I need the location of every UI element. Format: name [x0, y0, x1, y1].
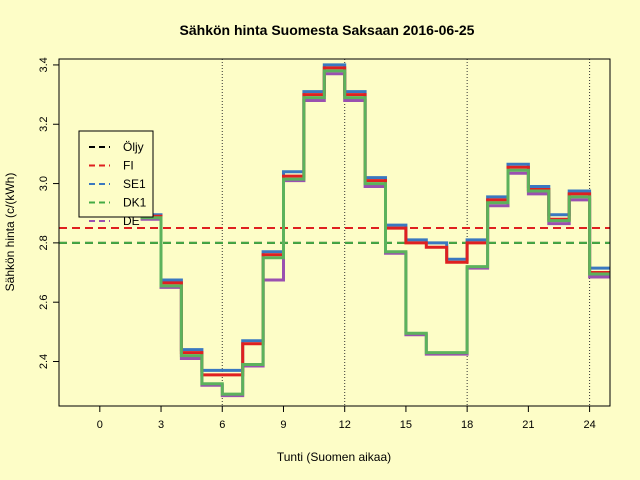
x-tick-label-6: 6 — [219, 419, 225, 431]
reference-lines — [59, 227, 610, 244]
x-tick-label-15: 15 — [400, 419, 412, 431]
legend-label-se1: SE1 — [123, 177, 146, 191]
plot-frame — [58, 58, 611, 407]
y-tick-label-0: 2.4 — [38, 354, 50, 369]
x-tick-label-0: 0 — [97, 419, 103, 431]
legend-label-fi: FI — [123, 159, 134, 173]
y-tick-label-5: 3.4 — [38, 57, 50, 72]
series-fi — [140, 66, 610, 377]
hour-gridlines — [221, 59, 591, 406]
legend: Öljy FI SE1 DK1 DE — [78, 130, 154, 228]
x-tick-label-24: 24 — [583, 419, 595, 431]
x-tick-label-18: 18 — [461, 419, 473, 431]
x-tick-label-12: 12 — [339, 419, 351, 431]
y-axis-title: Sähkön hinta (c/(kWh) — [3, 173, 17, 292]
series-se1 — [140, 63, 610, 372]
x-axis: 0 3 6 9 12 15 18 21 24 — [97, 405, 596, 431]
y-tick-label-2: 2.8 — [38, 235, 50, 250]
chart-title: Sähkön hinta Suomesta Saksaan 2016-06-25 — [180, 22, 475, 38]
y-axis: 2.4 2.6 2.8 3.0 3.2 3.4 — [38, 57, 60, 369]
series-dk1 — [140, 69, 610, 396]
x-tick-label-9: 9 — [280, 419, 286, 431]
x-tick-label-21: 21 — [522, 419, 534, 431]
y-tick-label-1: 2.6 — [38, 295, 50, 310]
price-series — [140, 63, 610, 398]
legend-label-dk1: DK1 — [123, 196, 147, 210]
y-tick-label-4: 3.2 — [38, 117, 50, 132]
x-axis-title: Tunti (Suomen aikaa) — [277, 450, 391, 464]
x-tick-label-3: 3 — [158, 419, 164, 431]
legend-label-oljy: Öljy — [123, 140, 144, 154]
y-tick-label-3: 3.0 — [38, 176, 50, 191]
legend-label-de: DE — [123, 214, 140, 228]
legend-box — [78, 130, 154, 218]
series-de — [140, 72, 610, 398]
